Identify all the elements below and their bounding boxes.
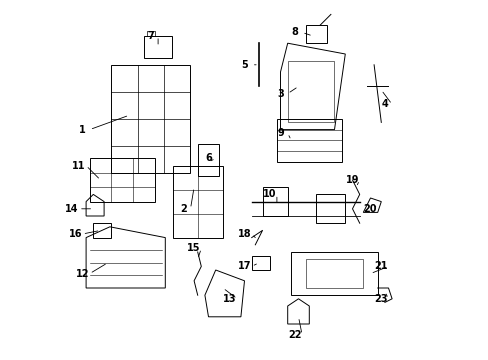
Bar <box>197 144 219 176</box>
Text: 13: 13 <box>223 294 236 304</box>
Text: 22: 22 <box>287 330 301 340</box>
Text: 23: 23 <box>374 294 387 304</box>
Text: 2: 2 <box>180 204 186 214</box>
Bar <box>251 256 269 270</box>
Bar <box>111 65 190 173</box>
Text: 1: 1 <box>79 125 86 135</box>
Bar <box>276 119 341 162</box>
Text: 21: 21 <box>374 261 387 271</box>
Text: 9: 9 <box>277 128 284 138</box>
Text: 7: 7 <box>147 31 154 41</box>
Text: 16: 16 <box>68 229 82 239</box>
Text: 4: 4 <box>381 99 387 109</box>
Bar <box>262 187 287 216</box>
Text: 12: 12 <box>76 269 89 279</box>
Text: 18: 18 <box>237 229 251 239</box>
Bar <box>305 259 363 288</box>
Text: 14: 14 <box>65 204 78 214</box>
Text: 5: 5 <box>241 60 247 70</box>
Text: 3: 3 <box>277 89 284 99</box>
Bar <box>172 166 223 238</box>
Text: 10: 10 <box>263 189 276 199</box>
Text: 20: 20 <box>363 204 376 214</box>
Bar <box>291 252 377 295</box>
Text: 15: 15 <box>187 243 201 253</box>
Text: 6: 6 <box>204 153 211 163</box>
Bar <box>316 194 345 223</box>
Bar <box>287 61 334 122</box>
Text: 8: 8 <box>291 27 298 37</box>
Text: 11: 11 <box>72 161 85 171</box>
Text: 17: 17 <box>237 261 251 271</box>
Bar <box>89 158 154 202</box>
Text: 19: 19 <box>345 175 359 185</box>
Bar <box>305 25 326 43</box>
Bar <box>143 36 172 58</box>
